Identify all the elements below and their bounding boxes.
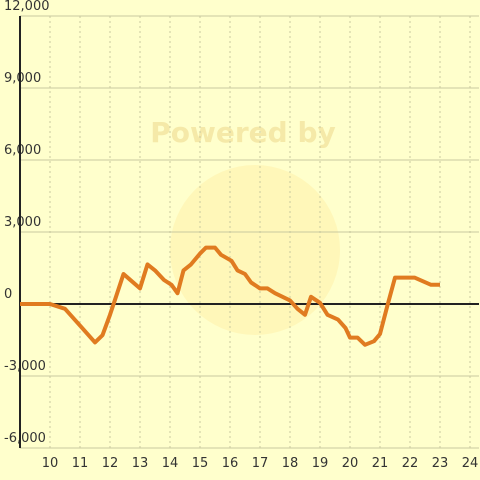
watermark-logo <box>170 165 340 335</box>
y-tick-label: 9,000 <box>4 71 41 86</box>
x-tick-label: 10 <box>42 456 59 471</box>
x-tick-label: 23 <box>432 456 449 471</box>
x-tick-label: 12 <box>102 456 119 471</box>
y-tick-label: 0 <box>4 287 12 302</box>
x-tick-label: 20 <box>342 456 359 471</box>
x-tick-label: 17 <box>252 456 269 471</box>
x-tick-label: 18 <box>282 456 299 471</box>
x-tick-label: 24 <box>462 456 479 471</box>
data-line <box>20 245 440 347</box>
x-tick-label: 15 <box>192 456 209 471</box>
y-tick-label: 12,000 <box>4 0 50 14</box>
y-tick-label: -6,000 <box>4 431 46 446</box>
x-tick-label: 11 <box>72 456 89 471</box>
y-tick-label: -3,000 <box>4 359 46 374</box>
x-tick-label: 14 <box>162 456 179 471</box>
watermark: Powered by <box>150 116 336 149</box>
x-tick-label: 13 <box>132 456 149 471</box>
x-tick-label: 22 <box>402 456 419 471</box>
x-tick-label: 21 <box>372 456 389 471</box>
x-tick-label: 19 <box>312 456 329 471</box>
y-tick-label: 3,000 <box>4 215 41 230</box>
y-tick-label: 6,000 <box>4 143 41 158</box>
x-tick-label: 16 <box>222 456 239 471</box>
